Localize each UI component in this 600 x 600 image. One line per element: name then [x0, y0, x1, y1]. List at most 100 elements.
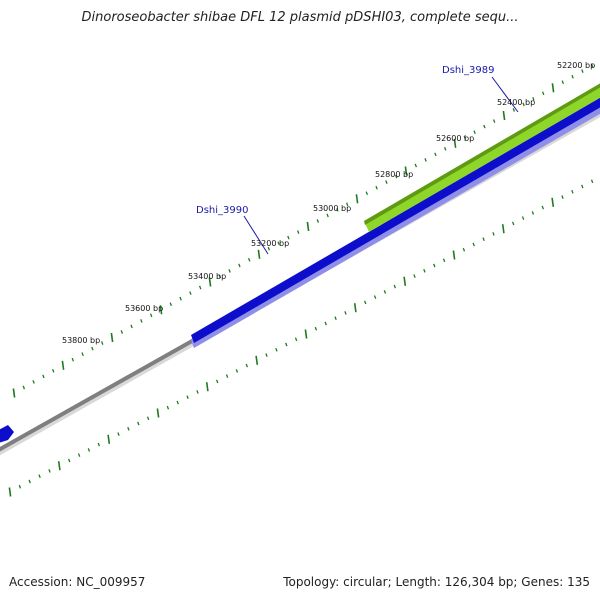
inner-ring-tick: [18, 484, 22, 489]
inner-ring-tick: [196, 390, 199, 394]
outer-ring-tick: [149, 313, 153, 318]
outer-ring-tick: [473, 130, 476, 135]
outer-ring-tick: [385, 180, 388, 184]
outer-ring-tick: [590, 63, 594, 68]
summary-footer: Topology: circular; Length: 126,304 bp; …: [283, 575, 590, 589]
outer-ring-tick: [326, 213, 329, 218]
inner-ring-tick: [215, 379, 219, 384]
gene-dshi-3990[interactable]: [191, 92, 600, 343]
position-label-52400: 52400 bp: [497, 98, 535, 107]
accession-value: NC_009957: [76, 575, 146, 589]
outer-ring-tick: [463, 135, 467, 140]
inner-ring-tick: [590, 179, 594, 184]
outer-ring-tick: [375, 185, 378, 190]
position-label-53800: 53800 bp: [62, 336, 100, 345]
outer-ring-tick: [61, 360, 65, 370]
outer-ring-tick: [306, 221, 310, 232]
inner-ring-tick: [156, 408, 160, 418]
inner-ring-tick: [511, 221, 515, 226]
inner-ring-tick: [285, 342, 288, 347]
outer-ring-tick: [51, 368, 55, 373]
inner-ring-tick: [482, 237, 485, 242]
genes-label: Genes:: [521, 575, 564, 589]
outer-ring-tick: [267, 246, 271, 251]
inner-ring-tick: [186, 395, 189, 400]
accession-label: Accession:: [9, 575, 73, 589]
gene-label-dshi-3989[interactable]: Dshi_3989: [442, 65, 494, 76]
inner-ring-tick: [442, 258, 446, 263]
outer-ring-tick: [179, 296, 182, 301]
outer-tick-ring: [12, 63, 594, 398]
inner-ring-tick: [472, 242, 475, 247]
outer-ring-tick: [208, 277, 212, 287]
outer-ring-tick: [42, 374, 45, 379]
inner-ring-tick: [462, 247, 466, 252]
inner-ring-tick: [87, 448, 91, 452]
outer-ring-tick: [453, 138, 457, 148]
inner-ring-tick: [413, 274, 416, 278]
outer-ring-tick: [169, 302, 173, 307]
outer-ring-tick: [581, 69, 584, 73]
inner-ring-tick: [344, 311, 347, 315]
outer-ring-tick: [277, 241, 280, 246]
inner-ring-tick: [166, 405, 170, 410]
inner-ring-tick: [363, 300, 367, 305]
inner-ring-tick: [373, 295, 377, 299]
inner-ring-tick: [403, 276, 407, 286]
separator: ;: [513, 575, 518, 589]
inner-ring-tick: [304, 329, 308, 339]
gene-label-dshi-3990[interactable]: Dshi_3990: [196, 205, 248, 216]
inner-ring-tick: [225, 374, 229, 378]
inner-ring-tick: [235, 369, 239, 373]
outer-ring-tick: [404, 166, 408, 176]
outer-ring-tick: [502, 110, 506, 121]
outer-ring-tick: [345, 202, 349, 207]
inner-ring-tick: [571, 189, 574, 194]
genes-value: 135: [567, 575, 590, 589]
inner-ring-tick: [57, 461, 61, 471]
outer-ring-tick: [355, 194, 359, 204]
position-label-53200: 53200 bp: [251, 239, 289, 248]
outer-ring-tick: [12, 388, 16, 398]
inner-ring-tick: [541, 205, 545, 210]
position-label-53400: 53400 bp: [188, 272, 226, 281]
outer-ring-tick: [71, 357, 75, 362]
accession-footer: Accession: NC_009957: [9, 575, 145, 589]
inner-ring-tick: [8, 487, 12, 497]
inner-ring-tick: [521, 216, 525, 220]
outer-ring-tick: [100, 341, 104, 345]
outer-ring-tick: [218, 274, 222, 279]
inner-ring-tick: [353, 303, 357, 313]
inner-ring-tick: [146, 416, 150, 421]
separator: ;: [387, 575, 392, 589]
outer-ring-tick: [492, 119, 496, 123]
position-label-53000: 53000 bp: [313, 204, 351, 213]
outer-ring-tick: [32, 380, 35, 384]
outer-ring-tick: [424, 158, 427, 162]
outer-ring-tick: [110, 332, 114, 343]
gene-label-leader-dshi-3990: [243, 215, 269, 255]
position-label-53600: 53600 bp: [125, 304, 163, 313]
outer-ring-tick: [551, 83, 555, 93]
inner-ring-tick: [48, 469, 51, 473]
inner-ring-tick: [265, 353, 268, 357]
topology-label: Topology:: [283, 575, 340, 589]
inner-ring-tick: [561, 195, 564, 199]
inner-ring-tick: [433, 263, 436, 268]
outer-ring-tick: [22, 385, 26, 390]
inner-ring-tick: [551, 197, 555, 207]
inner-ring-tick: [581, 184, 584, 189]
inner-tick-ring: [8, 179, 594, 497]
outer-ring-tick: [365, 191, 369, 196]
outer-ring-tick: [140, 319, 143, 323]
position-label-52200: 52200 bp: [557, 61, 595, 70]
inner-ring-tick: [334, 316, 337, 321]
inner-ring-tick: [205, 382, 209, 392]
gene-partial-left[interactable]: [0, 425, 14, 444]
gene-label-leader-dshi-3989: [491, 76, 519, 113]
outer-ring-tick: [316, 219, 320, 223]
inner-ring-tick: [77, 453, 81, 457]
inner-ring-tick: [324, 321, 327, 326]
inner-ring-tick: [127, 426, 130, 431]
